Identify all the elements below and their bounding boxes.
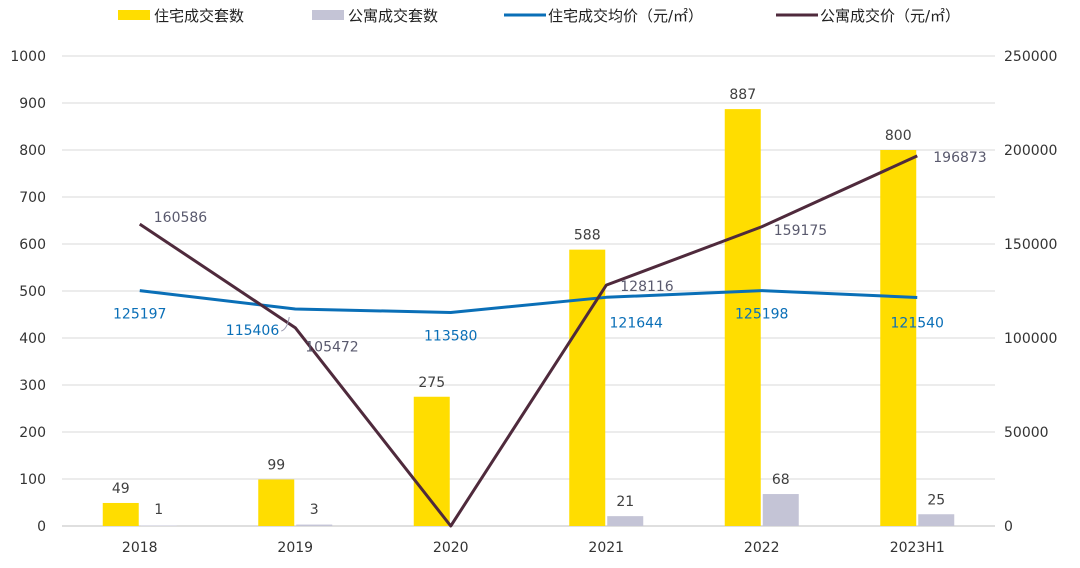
bar-residential-2019 xyxy=(258,479,295,526)
left-axis-tick-label: 100 xyxy=(19,472,46,488)
data-label-apartment-units: 21 xyxy=(616,494,634,510)
data-label-apartment-price: 160586 xyxy=(154,210,208,226)
data-label-residential-units: 800 xyxy=(885,128,912,144)
data-label-apartment-units: 68 xyxy=(772,472,790,488)
lines xyxy=(138,154,918,528)
data-label-residential-price: 121540 xyxy=(891,316,944,332)
line-residential-price xyxy=(139,289,918,314)
data-label-apartment-price: 128116 xyxy=(620,279,674,295)
left-axis-tick-label: 900 xyxy=(19,96,46,112)
data-label-residential-price: 125198 xyxy=(735,307,788,323)
leader-line xyxy=(281,316,290,332)
data-label-residential-units: 887 xyxy=(729,87,756,103)
bar-residential-2022 xyxy=(724,109,761,527)
right-axis-tick-label: 150000 xyxy=(1004,237,1057,253)
left-axis-tick-label: 0 xyxy=(37,519,46,535)
data-label-apartment-units: 25 xyxy=(927,492,945,508)
data-label-apartment-price: 196873 xyxy=(933,150,986,166)
legend-label-apartment-price: 公寓成交价（元/㎡） xyxy=(820,7,960,25)
bars xyxy=(102,109,955,527)
legend-swatch-residential-units xyxy=(118,10,150,20)
x-axis: 2018 2019 2020 2021 2022 2023H1 xyxy=(122,540,945,556)
bar-residential-2020 xyxy=(413,396,450,526)
gridlines xyxy=(62,55,995,527)
data-label-residential-units: 588 xyxy=(574,228,601,244)
x-axis-tick-label: 2023H1 xyxy=(890,540,945,556)
x-axis-tick-label: 2022 xyxy=(744,540,780,556)
data-label-apartment-units: 3 xyxy=(310,502,319,518)
left-axis-tick-label: 200 xyxy=(19,425,46,441)
data-label-residential-price: 125197 xyxy=(113,307,166,323)
data-label-residential-price: 115406 xyxy=(226,323,280,339)
data-label-residential-price: 113580 xyxy=(424,328,477,344)
x-axis-tick-label: 2019 xyxy=(277,540,313,556)
data-label-apartment-price: 105472 xyxy=(305,340,358,356)
x-axis-tick-label: 2020 xyxy=(433,540,469,556)
legend-label-residential-price: 住宅成交均价（元/㎡） xyxy=(548,7,703,25)
data-label-apartment-price: 159175 xyxy=(774,223,827,239)
bar-apartment-2023H1 xyxy=(918,514,955,526)
right-axis: 0 50000 100000 150000 200000 250000 xyxy=(1004,49,1057,535)
data-label-residential-price: 121644 xyxy=(610,315,664,331)
bar-apartment-2019 xyxy=(296,524,333,526)
right-axis-tick-label: 250000 xyxy=(1004,49,1057,65)
line-apartment-price xyxy=(138,154,918,528)
legend-swatch-apartment-units xyxy=(312,10,344,20)
data-labels: 49 99 275 588 887 800 1 3 21 68 25 125197 115406 1135… xyxy=(112,87,987,518)
right-axis-tick-label: 50000 xyxy=(1004,425,1049,441)
legend-label-apartment-units: 公寓成交套数 xyxy=(348,7,438,25)
x-axis-tick-label: 2018 xyxy=(122,540,158,556)
left-axis-tick-label: 500 xyxy=(19,284,46,300)
legend-label-residential-units: 住宅成交套数 xyxy=(154,7,244,25)
bar-residential-2023H1 xyxy=(880,150,917,526)
left-axis-tick-label: 1000 xyxy=(10,49,46,65)
x-axis-tick-label: 2021 xyxy=(588,540,624,556)
right-axis-tick-label: 200000 xyxy=(1004,143,1057,159)
right-axis-tick-label: 100000 xyxy=(1004,331,1057,347)
left-axis-tick-label: 400 xyxy=(19,331,46,347)
legend: 住宅成交套数 公寓成交套数 住宅成交均价（元/㎡） 公寓成交价（元/㎡） xyxy=(118,7,960,25)
data-label-residential-units: 275 xyxy=(418,375,445,391)
data-label-residential-units: 49 xyxy=(112,481,130,497)
left-axis: 0 100 200 300 400 500 600 700 800 900 1000 xyxy=(10,49,46,535)
left-axis-tick-label: 300 xyxy=(19,378,46,394)
data-label-residential-units: 99 xyxy=(267,457,285,473)
bar-residential-2018 xyxy=(102,502,139,526)
left-axis-tick-label: 600 xyxy=(19,237,46,253)
bar-apartment-2022 xyxy=(762,494,799,526)
bar-apartment-2021 xyxy=(607,516,644,526)
left-axis-tick-label: 800 xyxy=(19,143,46,159)
data-label-apartment-units: 1 xyxy=(154,502,163,518)
right-axis-tick-label: 0 xyxy=(1004,519,1013,535)
left-axis-tick-label: 700 xyxy=(19,190,46,206)
bar-residential-2021 xyxy=(569,249,606,526)
